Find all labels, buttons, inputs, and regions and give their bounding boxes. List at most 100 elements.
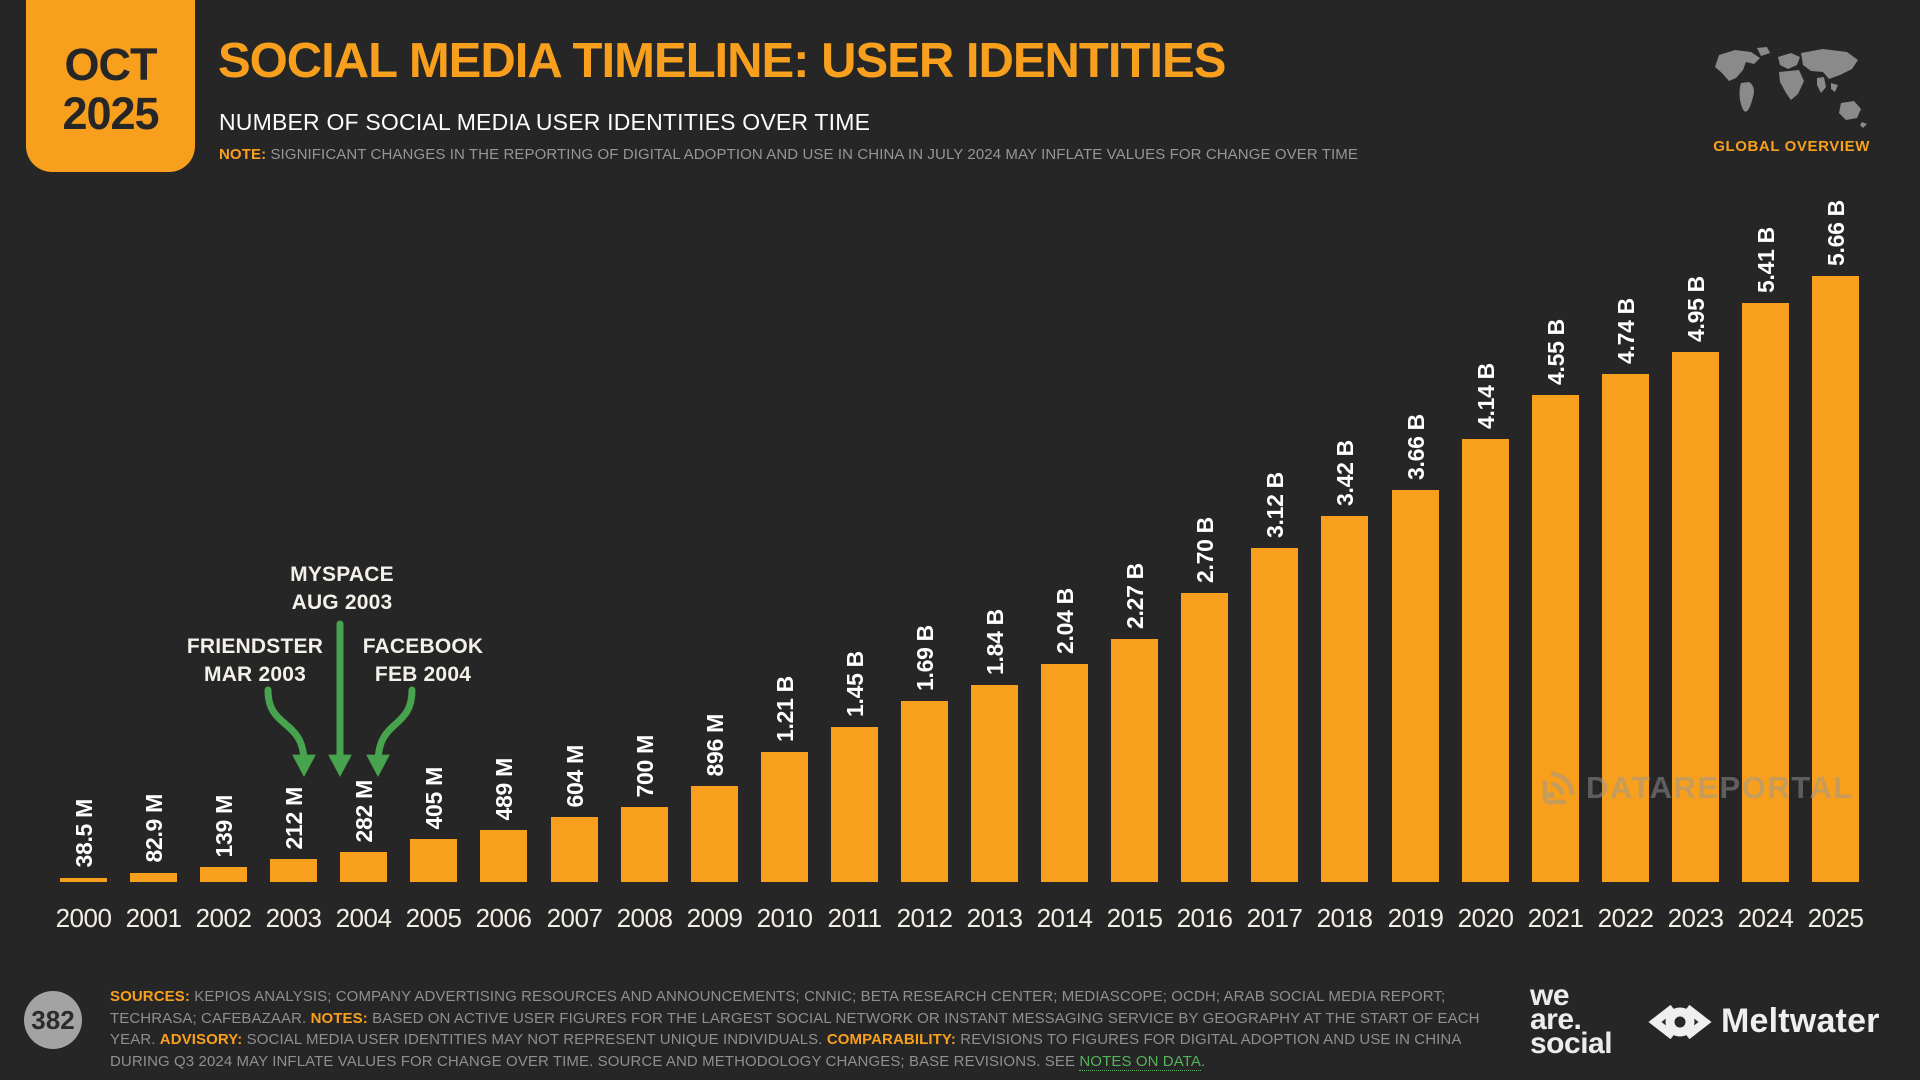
x-axis-tick-label: 2003 <box>265 903 322 933</box>
datareportal-watermark: DATAREPORTAL <box>1538 768 1854 808</box>
bar-2018 <box>1321 516 1368 882</box>
bar-2013 <box>971 685 1018 882</box>
bar-2003 <box>270 859 317 882</box>
bar-2007 <box>551 817 598 882</box>
notes-text: BASED ON ACTIVE USER FIGURES FOR THE LAR… <box>110 1009 1480 1049</box>
x-axis-tick-label: 2019 <box>1387 903 1444 933</box>
was-line-3: social <box>1530 1027 1613 1060</box>
bar-value-label: 3.66 B <box>1402 414 1429 480</box>
bar-2021 <box>1532 395 1579 882</box>
bar-2011 <box>831 727 878 882</box>
annotation-myspace: MYSPACE AUG 2003 <box>290 563 394 614</box>
bar-value-label: 139 M <box>210 794 237 857</box>
bar-value-label: 3.42 B <box>1331 440 1358 506</box>
notes-on-data-link[interactable]: NOTES ON DATA <box>1079 1052 1201 1071</box>
bar-value-label: 1.84 B <box>981 609 1008 675</box>
advisory-text: SOCIAL MEDIA USER IDENTITIES MAY NOT REP… <box>246 1031 823 1048</box>
page-subtitle: NUMBER OF SOCIAL MEDIA USER IDENTITIES O… <box>219 109 871 135</box>
bar-2012 <box>901 701 948 882</box>
was-line-2: are. <box>1530 1003 1582 1036</box>
bar-value-label: 489 M <box>490 757 517 820</box>
x-axis-tick-label: 2020 <box>1457 903 1514 933</box>
x-axis-tick-label: 2008 <box>616 903 673 933</box>
bar-value-label: 212 M <box>280 786 307 849</box>
x-axis-tick-label: 2022 <box>1597 903 1654 933</box>
bar-2015 <box>1111 639 1158 882</box>
bar-2019 <box>1392 490 1439 882</box>
x-axis-tick-label: 2021 <box>1527 903 1584 933</box>
annotation-friendster: FRIENDSTER MAR 2003 <box>186 635 324 686</box>
badge-month: OCT <box>64 39 158 90</box>
bar-value-label: 405 M <box>420 766 447 829</box>
footer-notes: SOURCES: KEPIOS ANALYSIS; COMPANY ADVERT… <box>110 986 1510 1072</box>
sources-label: SOURCES: <box>110 988 190 1005</box>
bar-value-label: 282 M <box>350 779 377 842</box>
note-label: NOTE: <box>219 146 267 163</box>
x-axis-tick-label: 2011 <box>827 903 882 933</box>
meltwater-logo: Meltwater <box>1648 1002 1880 1041</box>
bar-value-label: 1.69 B <box>911 625 938 691</box>
x-axis-tick-label: 2009 <box>686 903 743 933</box>
bar-2008 <box>621 807 668 882</box>
bar-value-label: 4.95 B <box>1682 276 1709 342</box>
x-axis-tick-label: 2000 <box>55 903 112 933</box>
bar-value-label: 896 M <box>701 713 728 776</box>
advisory-label: ADVISORY: <box>159 1031 243 1048</box>
arrow-friendster <box>264 686 316 777</box>
annotation-facebook: FACEBOOK FEB 2004 <box>362 635 484 686</box>
bar-value-label: 3.12 B <box>1261 472 1288 538</box>
was-line-1: we <box>1530 979 1570 1012</box>
x-axis-tick-label: 2023 <box>1667 903 1724 933</box>
x-axis-tick-label: 2001 <box>125 903 182 933</box>
date-badge: OCT 2025 <box>26 0 195 172</box>
x-axis-tick-label: 2018 <box>1316 903 1373 933</box>
bar-2006 <box>480 830 527 882</box>
x-axis-tick-label: 2010 <box>756 903 813 933</box>
bar-value-label: 4.55 B <box>1542 319 1569 385</box>
bar-2010 <box>761 752 808 882</box>
bar-value-label: 700 M <box>631 734 658 797</box>
comparability-text: REVISIONS TO FIGURES FOR DIGITAL ADOPTIO… <box>110 1031 1461 1070</box>
x-axis-tick-label: 2005 <box>405 903 462 933</box>
x-axis-tick-label: 2004 <box>335 903 392 933</box>
we-are-social-logo: we are. social <box>1530 979 1613 1060</box>
comparability-label: COMPARABILITY: <box>826 1031 956 1048</box>
bar-2017 <box>1251 548 1298 882</box>
sources-text: KEPIOS ANALYSIS; COMPANY ADVERTISING RES… <box>110 988 1446 1027</box>
watermark-text: DATAREPORTAL <box>1586 770 1854 805</box>
bar-2022 <box>1602 374 1649 882</box>
page-number: 382 <box>31 1004 75 1035</box>
footer-period: . <box>1200 1052 1206 1070</box>
header-note: NOTE: SIGNIFICANT CHANGES IN THE REPORTI… <box>219 146 1358 163</box>
bar-2014 <box>1041 664 1088 882</box>
meltwater-wordmark: Meltwater <box>1721 1002 1880 1040</box>
bar-value-label: 1.45 B <box>841 651 868 717</box>
bar-2002 <box>200 867 247 882</box>
bar-value-label: 5.41 B <box>1752 227 1779 293</box>
x-axis-tick-label: 2014 <box>1036 903 1093 933</box>
x-axis-tick-label: 2015 <box>1106 903 1163 933</box>
badge-year: 2025 <box>62 88 159 139</box>
x-axis-tick-label: 2024 <box>1737 903 1794 933</box>
note-text: SIGNIFICANT CHANGES IN THE REPORTING OF … <box>270 146 1358 163</box>
bar-2023 <box>1672 352 1719 882</box>
page-number-badge: 382 <box>24 991 82 1049</box>
bar-value-label: 2.27 B <box>1121 563 1148 629</box>
x-axis-tick-label: 2006 <box>475 903 532 933</box>
bar-value-label: 1.21 B <box>771 676 798 742</box>
region-label: GLOBAL OVERVIEW <box>1713 138 1870 155</box>
bar-2004 <box>340 852 387 882</box>
bar-2016 <box>1181 593 1228 882</box>
bar-2005 <box>410 839 457 882</box>
world-map-icon <box>1705 45 1870 135</box>
x-axis-tick-label: 2012 <box>896 903 953 933</box>
x-axis-tick-label: 2002 <box>195 903 252 933</box>
bar-2009 <box>691 786 738 882</box>
x-axis-tick-label: 2013 <box>966 903 1023 933</box>
datareportal-icon <box>1542 771 1575 805</box>
x-axis-tick-label: 2025 <box>1807 903 1864 933</box>
notes-label: NOTES: <box>310 1009 368 1027</box>
bar-2001 <box>130 873 177 882</box>
